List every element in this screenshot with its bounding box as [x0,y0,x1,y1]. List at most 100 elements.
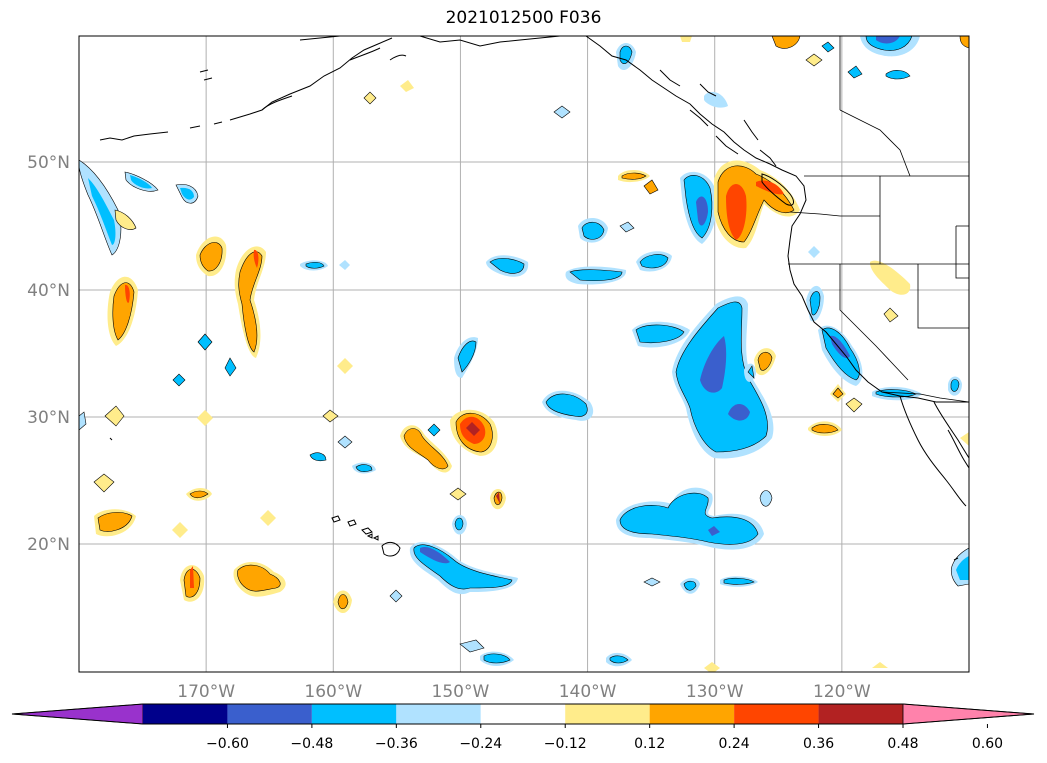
colorbar-bin [734,704,819,724]
contour-patch-negative [197,333,213,351]
contour-patch-negative [635,324,685,343]
contour-patch-negative [609,655,629,664]
lon-label: 160°W [304,682,362,702]
contour-patch-positive [845,397,863,413]
contour-patch-positive [199,242,223,272]
contour-patch-positive [449,487,467,501]
colorbar-bin [565,704,650,724]
contour-patch-positive [872,662,888,668]
contour-patch-positive [363,91,377,105]
contour-patch-negative [821,41,835,53]
contour-patch-positive [322,409,339,423]
contour-patch-negative [427,423,441,437]
lon-label: 170°W [177,682,235,702]
coastline-vancouver-island [761,173,794,206]
contour-patch-positive [466,422,480,436]
border-us-mexico [881,391,969,403]
colorbar-bin [480,704,566,724]
contour-patch-negative [956,556,969,580]
contour-patch-negative [389,589,403,603]
contour-patch-negative [489,258,525,274]
contour-patch-positive [811,424,839,434]
contour-patch-negative [950,379,960,392]
contour-patch-positive [403,428,449,470]
contour-patch-positive [337,358,353,374]
contour-patch-positive [260,510,276,526]
contour-patch-negative [79,411,87,431]
contour-patch-positive [400,80,414,92]
contour-patch-positive [643,179,659,195]
contour-patch-positive [197,410,213,426]
coastline-alaska-peninsula [261,47,407,111]
colorbar-bin [311,704,397,724]
contour-patch-positive [172,522,188,538]
contour-patch-negative [708,526,720,536]
coastline-hawaii-oahu [347,519,357,527]
contour-patch-positive [93,473,115,493]
latitude-labels: 50°N 40°N 30°N 20°N [27,153,70,555]
border-state-wa-or [789,211,880,217]
longitude-labels: 170°W 160°W 150°W 140°W 130°W 120°W [177,682,871,702]
coastline-bc-islands [659,69,777,167]
contour-patch-positive [832,387,844,399]
contour-patch-positive [125,284,130,303]
lon-label: 150°W [432,682,490,702]
coastline-baja [899,395,969,507]
contour-patch-positive [805,53,823,67]
colorbar-tick-label: −0.36 [375,736,418,752]
colorbar-bin [649,704,735,724]
contour-patch-positive [253,249,259,268]
contour-patch-negative [454,517,464,531]
lon-label: 120°W [813,682,871,702]
coastline-alaska [99,36,393,141]
contour-patch-negative [809,291,821,316]
contour-patch-negative [728,403,750,421]
contour-patch-positive [757,351,773,371]
lat-label: 20°N [27,535,70,555]
colorbar-tick-label: −0.48 [290,736,333,752]
contour-patch-negative [747,365,755,379]
coastline-hawaii-kauai [331,515,341,523]
contour-patch-negative [639,254,669,269]
contour-patch-negative [683,580,697,591]
contour-patch-negative [830,335,850,359]
coastline-hawaii-small [366,533,379,541]
contour-patch-negative [759,490,773,507]
colorbar-tick-label: 0.12 [634,736,665,752]
coastline-gulf-of-alaska [419,36,969,403]
contour-patch-negative [619,221,635,233]
contour-patch-negative [723,577,755,585]
contour-patch-negative [457,340,477,373]
contour-patch-positive [238,251,263,353]
colorbar-tick-label: 0.24 [719,736,750,752]
colorbar-tick-label: −0.12 [544,736,587,752]
contour-patch-negative [459,639,485,653]
coastline-hawaii-maui [361,527,373,535]
coastline-island [109,69,959,561]
contour-patch-positive [883,307,899,323]
lon-label: 140°W [559,682,617,702]
colorbar-tick-label: 0.36 [803,736,834,752]
contour-patch-negative [704,91,728,108]
contour-patch-negative [553,105,571,119]
border-state-nv-ca [839,264,909,381]
border-state-ut [955,225,969,279]
contour-patch-negative [619,492,759,545]
contour-patch-negative [88,178,116,245]
contour-patch-negative [180,187,194,200]
contour-patch-positive [621,172,647,180]
contour-patch-negative [696,196,708,226]
colorbar-extend-max [902,703,1035,725]
contour-patch-positive [960,432,969,446]
lat-label: 50°N [27,153,70,173]
contour-patch-negative [808,246,820,258]
colorbar-bin [227,704,312,724]
contour-patch-positive [337,594,349,610]
contour-patch-positive [704,662,720,672]
colorbar-tick-label: −0.60 [206,736,249,752]
colorbar: −0.60 −0.48 −0.36 −0.24 −0.12 0.12 0.24 0.36 0.4… [11,703,1035,752]
contour-patch-positive [114,209,137,230]
lon-label: 130°W [686,682,744,702]
colorbar-outline [11,703,1035,725]
contour-patch-negative [643,577,661,587]
